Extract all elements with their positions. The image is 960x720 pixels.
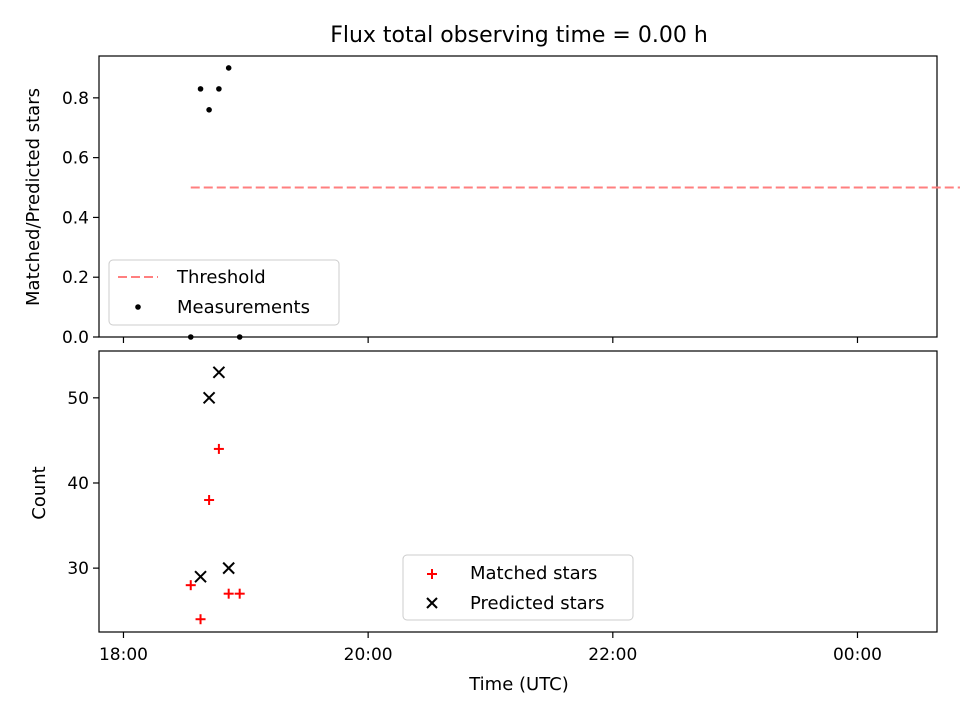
matched-star-point — [223, 588, 234, 599]
x-tick-label: 18:00 — [99, 645, 148, 665]
figure-title: Flux total observing time = 0.00 h — [330, 23, 708, 48]
predicted-star-point — [222, 561, 235, 575]
measurement-point — [225, 65, 232, 71]
top-y-tick-label: 0.4 — [62, 208, 89, 228]
bottom-y-tick-label: 50 — [67, 389, 89, 409]
matched-star-point — [213, 443, 224, 454]
matched-star-point — [195, 614, 206, 625]
x-tick-label: 20:00 — [344, 645, 393, 665]
x-tick-label: 00:00 — [833, 645, 882, 665]
predicted-star-point — [194, 570, 207, 583]
measurements-legend-label: Measurements — [177, 297, 310, 318]
top-legend-box — [108, 259, 340, 326]
matched-star-point — [185, 580, 196, 591]
predicted-legend-swatch — [426, 597, 438, 609]
top-y-tick-label: 0.6 — [62, 149, 89, 169]
measurement-point — [236, 334, 243, 340]
matched-star-point — [204, 495, 215, 506]
top-axes-frame — [98, 55, 938, 338]
top-y-tick-label: 0.2 — [62, 268, 89, 288]
bottom-legend: Matched stars Predicted stars — [402, 554, 634, 621]
bottom-y-axis-label: Count — [29, 466, 50, 519]
bottom-y-tick-label: 40 — [67, 474, 89, 494]
top-legend: Threshold Measurements — [108, 259, 340, 326]
x-tick-label: 22:00 — [588, 645, 637, 665]
predicted-star-point — [202, 391, 216, 405]
top-y-axis-label: Matched/Predicted stars — [23, 88, 44, 306]
top-y-tick-label: 0.0 — [62, 328, 89, 348]
measurement-point — [197, 86, 204, 92]
bottom-axes-frame — [98, 350, 938, 633]
measurement-point — [206, 107, 212, 113]
ratio-panel: 0.0 0.2 0.4 0.6 0.8 — [62, 55, 960, 348]
matched-legend-label: Matched stars — [470, 563, 597, 584]
matched-legend-swatch — [427, 569, 437, 579]
threshold-legend-label: Threshold — [176, 267, 266, 288]
predicted-legend-label: Predicted stars — [470, 593, 604, 614]
measurements-legend-swatch — [135, 304, 141, 310]
count-panel: 30405018:0020:0022:0000:0002:0004:0006:0… — [67, 350, 938, 665]
matched-star-point — [234, 588, 245, 599]
top-y-tick-label: 0.8 — [62, 89, 89, 109]
measurement-point — [187, 334, 194, 340]
bottom-legend-box — [402, 554, 634, 621]
x-axis-label: Time (UTC) — [468, 674, 569, 695]
measurement-point — [216, 86, 222, 92]
predicted-star-point — [212, 366, 226, 379]
bottom-y-tick-label: 30 — [67, 559, 89, 579]
